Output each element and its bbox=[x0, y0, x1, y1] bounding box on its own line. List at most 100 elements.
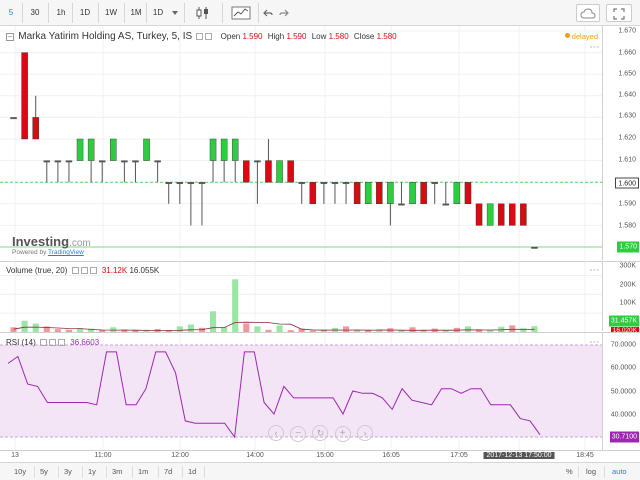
volume-bar-up bbox=[487, 329, 494, 332]
range-7d-button[interactable]: 7d bbox=[164, 467, 173, 476]
rsi-axis[interactable]: 70.0000 60.0000 50.0000 40.0000 30.7100 bbox=[602, 332, 640, 450]
rsi-tick: 50.0000 bbox=[610, 388, 636, 396]
candle-up bbox=[187, 181, 195, 184]
range-divider bbox=[106, 466, 107, 478]
range-divider bbox=[82, 466, 83, 478]
settings-icon[interactable] bbox=[80, 267, 88, 274]
collapse-icon[interactable]: − bbox=[6, 32, 14, 41]
pane-controls[interactable]: ▫▫▫ bbox=[589, 339, 600, 346]
percent-toggle[interactable]: % bbox=[566, 467, 573, 476]
close-icon[interactable] bbox=[58, 339, 66, 346]
toolbar-divider bbox=[184, 3, 185, 23]
toolbar-divider bbox=[22, 3, 23, 23]
candle-up bbox=[165, 181, 172, 184]
volume-bar-up bbox=[376, 329, 383, 332]
range-3m-button[interactable]: 3m bbox=[112, 467, 123, 476]
range-5y-button[interactable]: 5y bbox=[40, 467, 48, 476]
rsi-chart bbox=[0, 333, 602, 451]
symbol-title: Marka Yatirim Holding AS, Turkey, 5, IS bbox=[18, 31, 193, 42]
range-bar: 10y 5y 3y 1y 3m 1m 7d 1d % log auto bbox=[0, 462, 640, 480]
volume-axis[interactable]: 300K 200K 100K 31.457K 16.020K bbox=[602, 261, 640, 335]
chevron-down-icon[interactable] bbox=[168, 4, 182, 22]
volume-pane[interactable]: Volume (true, 20) 31.12K 16.055K ▫▫▫ bbox=[0, 261, 602, 332]
price-axis[interactable]: 1.670 1.660 1.650 1.640 1.630 1.620 1.61… bbox=[602, 26, 640, 260]
settings-icon[interactable] bbox=[49, 339, 57, 346]
interval-1m-button[interactable]: 1M bbox=[130, 8, 142, 17]
interval-1h-button[interactable]: 1h bbox=[56, 8, 66, 17]
rsi-value: 36.6603 bbox=[70, 338, 100, 347]
range-1d-button[interactable]: 1d bbox=[188, 467, 197, 476]
reset-icon[interactable]: ↻ bbox=[312, 425, 329, 441]
candle-up bbox=[87, 138, 95, 161]
candle-up bbox=[398, 203, 405, 206]
volume-bar-down bbox=[265, 329, 272, 332]
interval-5-button[interactable]: 5 bbox=[8, 8, 14, 17]
pane-controls[interactable]: ▫▫▫ bbox=[589, 267, 600, 274]
candles-icon[interactable] bbox=[192, 4, 214, 22]
candle-up bbox=[198, 181, 206, 184]
tradingview-link[interactable]: TradingView bbox=[48, 249, 84, 256]
interval-1w-button[interactable]: 1W bbox=[105, 8, 117, 17]
volume-legend: Volume (true, 20) 31.12K 16.055K bbox=[6, 266, 159, 275]
auto-toggle[interactable]: auto bbox=[612, 467, 627, 476]
candle-down bbox=[265, 160, 272, 183]
time-label: 16:05 bbox=[382, 452, 400, 459]
volume-bar-down bbox=[365, 330, 372, 332]
volume-name: Volume (true, 20) bbox=[6, 266, 68, 275]
investing-watermark: Investing.com Powered by TradingView bbox=[12, 234, 91, 256]
eye-icon[interactable] bbox=[71, 267, 79, 274]
range-divider bbox=[604, 466, 605, 478]
interval-30-button[interactable]: 30 bbox=[30, 8, 40, 17]
rsi-line bbox=[7, 351, 541, 439]
delayed-badge: delayed bbox=[564, 32, 598, 41]
volume-bar-up bbox=[88, 328, 95, 332]
high-value: 1.590 bbox=[286, 32, 307, 41]
interval-1d-dropdown-button[interactable]: 1D bbox=[152, 8, 164, 17]
price-tick: 1.610 bbox=[618, 156, 636, 164]
range-10y-button[interactable]: 10y bbox=[14, 467, 27, 476]
cloud-icon[interactable] bbox=[576, 4, 600, 22]
range-1m-button[interactable]: 1m bbox=[138, 467, 149, 476]
range-divider bbox=[182, 466, 183, 478]
range-divider bbox=[34, 466, 35, 478]
candle-down bbox=[509, 203, 516, 226]
redo-icon[interactable] bbox=[276, 4, 292, 22]
toolbar-divider bbox=[48, 3, 49, 23]
high-label: High bbox=[267, 32, 285, 41]
eye-icon[interactable] bbox=[40, 339, 48, 346]
volume-bar-down bbox=[342, 326, 350, 332]
scroll-left-icon[interactable]: ‹ bbox=[268, 425, 284, 441]
rsi-pane[interactable]: RSI (14) 36.6603 ▫▫▫ ‹ − ↻ + › bbox=[0, 332, 602, 451]
candle-up bbox=[320, 181, 328, 184]
interval-1d-button[interactable]: 1D bbox=[79, 8, 91, 17]
candle-down bbox=[287, 160, 294, 183]
volume-tick: 200K bbox=[619, 281, 636, 289]
indicators-icon[interactable] bbox=[228, 4, 254, 22]
volume-bar-down bbox=[243, 323, 250, 332]
candle-up bbox=[431, 181, 438, 184]
price-pane[interactable]: − Marka Yatirim Holding AS, Turkey, 5, I… bbox=[0, 26, 602, 260]
settings-icon[interactable] bbox=[196, 33, 204, 40]
volume-bar-up bbox=[398, 330, 405, 332]
close-icon[interactable] bbox=[89, 267, 97, 274]
time-axis[interactable]: 13 11:00 12:00 14:00 15:00 16:05 17:05 2… bbox=[0, 450, 640, 462]
undo-icon[interactable] bbox=[260, 4, 276, 22]
close-icon[interactable] bbox=[205, 33, 213, 40]
range-divider bbox=[204, 466, 205, 478]
zoom-in-icon[interactable]: + bbox=[334, 426, 351, 442]
candle-up bbox=[387, 181, 394, 204]
candle-up bbox=[98, 160, 106, 163]
price-tick: 1.650 bbox=[618, 70, 636, 78]
fullscreen-icon[interactable] bbox=[606, 4, 632, 22]
scroll-right-icon[interactable]: › bbox=[356, 425, 373, 441]
powered-by-label: Powered by bbox=[12, 249, 47, 256]
volume-bar-up bbox=[143, 329, 150, 332]
range-3y-button[interactable]: 3y bbox=[64, 467, 72, 476]
zoom-out-icon[interactable]: − bbox=[290, 426, 307, 442]
toolbar-divider bbox=[222, 3, 223, 23]
volume-bar-up bbox=[254, 326, 261, 332]
range-1y-button[interactable]: 1y bbox=[88, 467, 96, 476]
log-toggle[interactable]: log bbox=[586, 467, 597, 476]
last-price-tag: 1.600 bbox=[615, 177, 639, 189]
pane-controls[interactable]: ▫▫▫ bbox=[589, 44, 600, 51]
